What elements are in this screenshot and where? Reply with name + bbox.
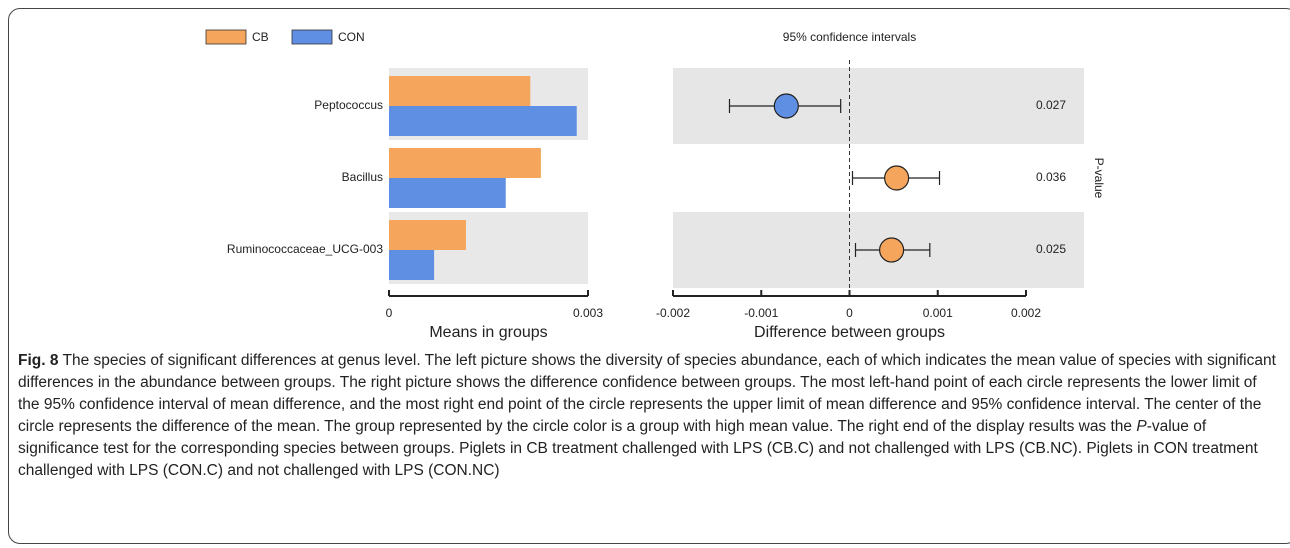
point bbox=[878, 237, 905, 263]
caption-label: Fig. 8 bbox=[18, 352, 59, 369]
caption-italic: P bbox=[1136, 418, 1147, 435]
x-tick-label: 0.001 bbox=[923, 306, 953, 320]
y-tick-label: Peptococcus bbox=[314, 98, 383, 112]
point bbox=[773, 93, 799, 119]
y-tick-label: Ruminococcaceae_UCG-003 bbox=[227, 242, 383, 256]
bar bbox=[389, 250, 435, 280]
legend-label: CON bbox=[338, 30, 365, 44]
x-tick-label: 0 bbox=[846, 306, 853, 320]
x-tick-label: 0.002 bbox=[1011, 306, 1041, 320]
bar bbox=[389, 148, 541, 178]
x-tick-label: -0.002 bbox=[656, 306, 690, 320]
caption-text: The species of significant differences a… bbox=[18, 352, 1276, 435]
bar bbox=[389, 178, 506, 208]
x-axis-label: Difference between groups bbox=[754, 324, 945, 341]
legend-swatch bbox=[205, 29, 247, 45]
p-axis-label: P-value bbox=[1092, 158, 1106, 199]
caption-text: -value of significance test for the corr… bbox=[18, 418, 1258, 479]
legend-swatch bbox=[291, 29, 333, 45]
chart: 0 0.003 Means in groups CB CON Peptococcus Bac… bbox=[205, 29, 1106, 341]
bar bbox=[389, 220, 466, 250]
x-tick-label: 0.003 bbox=[573, 306, 603, 320]
caption: Fig. 8 The species of significant differ… bbox=[18, 350, 1276, 482]
legend-label: CB bbox=[252, 30, 269, 44]
y-tick-label: Bacillus bbox=[342, 170, 383, 184]
chart-title: 95% confidence intervals bbox=[783, 30, 916, 44]
bar bbox=[389, 106, 577, 136]
x-tick-label: -0.001 bbox=[744, 306, 778, 320]
x-tick-label: 0 bbox=[386, 306, 393, 320]
bar bbox=[389, 76, 531, 106]
p-value: 0.025 bbox=[1036, 242, 1066, 256]
point bbox=[884, 165, 910, 191]
p-value: 0.036 bbox=[1036, 170, 1066, 184]
x-axis-label: Means in groups bbox=[429, 324, 547, 341]
p-value: 0.027 bbox=[1036, 98, 1066, 112]
figure-frame bbox=[8, 8, 1290, 544]
